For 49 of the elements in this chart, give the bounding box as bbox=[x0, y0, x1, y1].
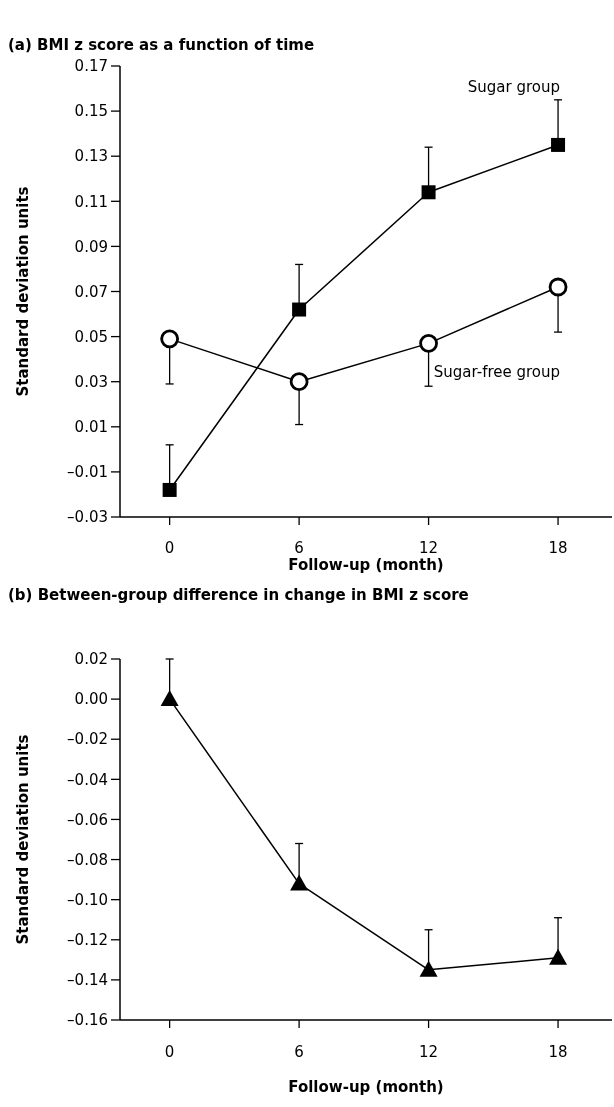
point bbox=[162, 482, 177, 497]
y-tick-label: –0.14 bbox=[67, 971, 108, 990]
chart-title: (a) BMI z score as a function of time bbox=[8, 36, 315, 54]
y-tick-label: 0.11 bbox=[74, 192, 108, 211]
y-tick-label: –0.04 bbox=[67, 770, 108, 789]
point bbox=[419, 333, 438, 353]
point bbox=[551, 137, 566, 152]
y-tick-label: 0.00 bbox=[74, 690, 108, 709]
y-tick-label: –0.06 bbox=[67, 810, 108, 829]
y-tick-label: 0.01 bbox=[74, 418, 108, 437]
y-tick-label: 0.05 bbox=[74, 327, 108, 346]
y-tick-label: 0.03 bbox=[74, 372, 108, 391]
point bbox=[160, 690, 179, 707]
point bbox=[290, 874, 309, 891]
y-tick-label: –0.12 bbox=[67, 931, 108, 950]
series-label: Sugar-free group bbox=[433, 363, 561, 382]
y-tick-label: –0.03 bbox=[67, 508, 108, 527]
x-axis-title: Follow-up (month) bbox=[288, 556, 444, 574]
y-tick-label: –0.01 bbox=[67, 463, 108, 482]
x-tick-label: 6 bbox=[294, 539, 304, 558]
y-tick-label: –0.02 bbox=[67, 730, 108, 749]
x-tick-label: 12 bbox=[419, 539, 439, 558]
x-tick-label: 6 bbox=[294, 1043, 304, 1062]
y-tick-label: 0.02 bbox=[74, 650, 108, 669]
point bbox=[419, 960, 438, 977]
point bbox=[548, 277, 568, 297]
x-tick-label: 18 bbox=[548, 1043, 568, 1062]
point bbox=[160, 329, 180, 349]
point bbox=[421, 185, 436, 200]
y-tick-label: 0.17 bbox=[74, 57, 108, 76]
y-tick-label: 0.15 bbox=[74, 102, 108, 121]
text: Sugar group bbox=[467, 77, 561, 96]
y-tick-label: 0.13 bbox=[74, 147, 108, 166]
y-tick-label: –0.10 bbox=[67, 890, 108, 909]
y-tick-label: 0.07 bbox=[74, 282, 108, 301]
point bbox=[549, 948, 568, 965]
point bbox=[292, 302, 307, 317]
x-tick-label: 12 bbox=[419, 1043, 439, 1062]
y-tick-label: –0.16 bbox=[67, 1011, 108, 1030]
y-axis-title: Standard deviation units bbox=[14, 734, 32, 945]
x-axis-title: Follow-up (month) bbox=[288, 1078, 444, 1096]
point bbox=[289, 372, 309, 392]
x-tick-label: 0 bbox=[164, 539, 175, 558]
y-tick-label: 0.09 bbox=[74, 237, 108, 256]
x-tick-label: 18 bbox=[548, 539, 568, 558]
y-tick-label: –0.08 bbox=[67, 850, 108, 869]
y-axis-title: Standard deviation units bbox=[14, 186, 32, 397]
chart-title: (b) Between-group difference in change in BMI z score bbox=[8, 586, 469, 604]
x-tick-label: 0 bbox=[164, 1043, 175, 1062]
